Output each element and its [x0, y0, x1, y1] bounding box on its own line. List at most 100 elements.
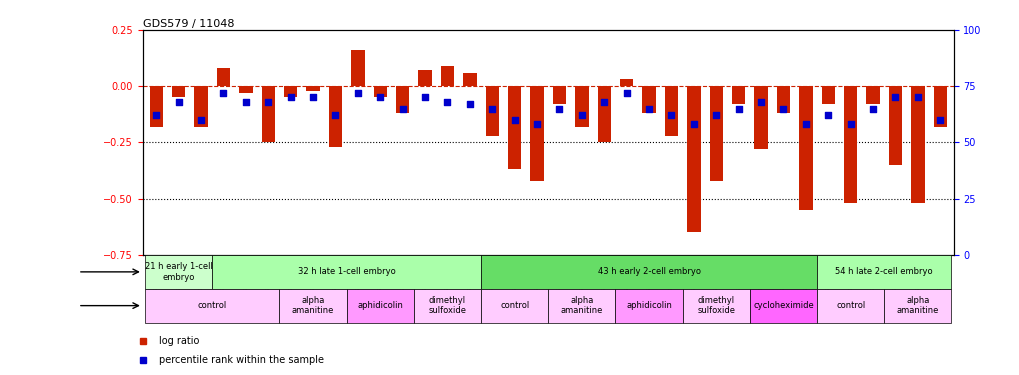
Point: [618, 90, 634, 96]
Text: percentile rank within the sample: percentile rank within the sample: [159, 355, 324, 365]
Point: [260, 99, 276, 105]
Point: [529, 122, 545, 128]
Bar: [150, 86, 163, 127]
Text: control: control: [499, 301, 529, 310]
Point: [774, 106, 791, 112]
Point: [394, 106, 411, 112]
Bar: [507, 86, 521, 170]
Bar: [776, 86, 790, 113]
Point: [237, 99, 254, 105]
Bar: [346, 289, 414, 322]
Text: alpha
amanitine: alpha amanitine: [896, 296, 938, 315]
Bar: [145, 289, 279, 322]
Bar: [530, 86, 543, 181]
Text: aphidicolin: aphidicolin: [626, 301, 672, 310]
Point: [193, 117, 209, 123]
Point: [887, 94, 903, 100]
Bar: [820, 86, 835, 104]
Bar: [664, 86, 678, 136]
Bar: [212, 255, 481, 289]
Bar: [283, 86, 298, 98]
Point: [550, 106, 567, 112]
Point: [595, 99, 611, 105]
Point: [215, 90, 231, 96]
Point: [819, 112, 836, 118]
Bar: [395, 86, 409, 113]
Bar: [418, 70, 431, 86]
Point: [842, 122, 858, 128]
Text: control: control: [836, 301, 864, 310]
Bar: [552, 86, 566, 104]
Bar: [620, 80, 633, 86]
Text: alpha
amanitine: alpha amanitine: [291, 296, 334, 315]
Point: [730, 106, 746, 112]
Point: [864, 106, 880, 112]
Point: [282, 94, 299, 100]
Bar: [888, 86, 901, 165]
Bar: [597, 86, 610, 142]
Bar: [575, 86, 588, 127]
Point: [685, 122, 701, 128]
Bar: [261, 86, 275, 142]
Bar: [642, 86, 655, 113]
Bar: [279, 289, 346, 322]
Text: 43 h early 2-cell embryo: 43 h early 2-cell embryo: [597, 267, 700, 276]
Text: dimethyl
sulfoxide: dimethyl sulfoxide: [428, 296, 466, 315]
Bar: [328, 86, 341, 147]
Bar: [932, 86, 946, 127]
Bar: [195, 86, 208, 127]
Point: [350, 90, 366, 96]
Bar: [463, 73, 476, 86]
Text: GDS579 / 11048: GDS579 / 11048: [143, 19, 234, 29]
Point: [372, 94, 388, 100]
Point: [327, 112, 343, 118]
Bar: [485, 86, 498, 136]
Bar: [614, 289, 682, 322]
Bar: [709, 86, 722, 181]
Point: [707, 112, 723, 118]
Bar: [548, 289, 614, 322]
Bar: [865, 86, 879, 104]
Bar: [910, 86, 923, 203]
Point: [662, 112, 679, 118]
Bar: [414, 289, 481, 322]
Point: [417, 94, 433, 100]
Text: alpha
amanitine: alpha amanitine: [560, 296, 602, 315]
Point: [170, 99, 186, 105]
Point: [797, 122, 813, 128]
Point: [909, 94, 925, 100]
Bar: [481, 255, 816, 289]
Bar: [238, 86, 253, 93]
Bar: [816, 255, 951, 289]
Bar: [440, 66, 453, 86]
Point: [640, 106, 656, 112]
Bar: [172, 86, 185, 98]
Point: [148, 112, 164, 118]
Point: [462, 101, 478, 107]
Text: log ratio: log ratio: [159, 336, 199, 346]
Bar: [682, 289, 749, 322]
Text: 54 h late 2-cell embryo: 54 h late 2-cell embryo: [835, 267, 932, 276]
Bar: [816, 289, 883, 322]
Point: [484, 106, 500, 112]
Text: cycloheximide: cycloheximide: [752, 301, 813, 310]
Text: 32 h late 1-cell embryo: 32 h late 1-cell embryo: [298, 267, 395, 276]
Bar: [216, 68, 230, 86]
Bar: [687, 86, 700, 232]
Bar: [351, 50, 364, 86]
Point: [931, 117, 948, 123]
Point: [439, 99, 455, 105]
Bar: [883, 289, 951, 322]
Bar: [749, 289, 816, 322]
Bar: [306, 86, 319, 91]
Bar: [732, 86, 745, 104]
Text: aphidicolin: aphidicolin: [357, 301, 403, 310]
Point: [573, 112, 589, 118]
Bar: [481, 289, 548, 322]
Text: control: control: [198, 301, 226, 310]
Point: [752, 99, 768, 105]
Point: [506, 117, 523, 123]
Bar: [145, 255, 212, 289]
Text: dimethyl
sulfoxide: dimethyl sulfoxide: [697, 296, 735, 315]
Bar: [798, 86, 812, 210]
